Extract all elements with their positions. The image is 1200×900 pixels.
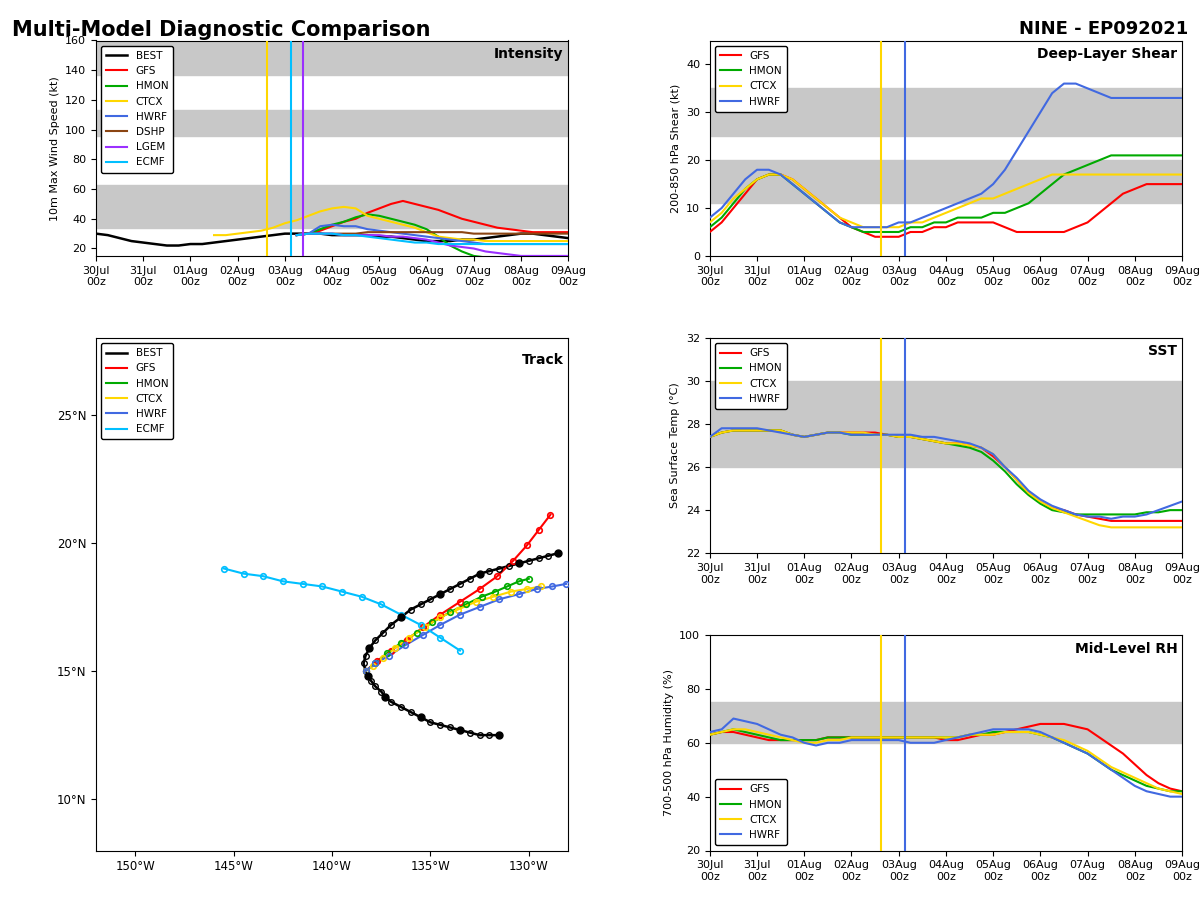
Text: Deep-Layer Shear: Deep-Layer Shear: [1037, 47, 1177, 61]
Y-axis label: 10m Max Wind Speed (kt): 10m Max Wind Speed (kt): [49, 76, 60, 220]
Bar: [710, 702, 1182, 742]
Legend: GFS, HMON, CTCX, HWRF: GFS, HMON, CTCX, HWRF: [715, 343, 787, 409]
Bar: [710, 160, 1182, 203]
Text: Track: Track: [522, 353, 564, 367]
Y-axis label: 200-850 hPa Shear (kt): 200-850 hPa Shear (kt): [671, 84, 680, 212]
Legend: GFS, HMON, CTCX, HWRF: GFS, HMON, CTCX, HWRF: [715, 46, 787, 112]
Bar: [96, 184, 568, 228]
Y-axis label: Sea Surface Temp (°C): Sea Surface Temp (°C): [671, 382, 680, 508]
Text: SST: SST: [1148, 344, 1177, 358]
Text: NINE - EP092021: NINE - EP092021: [1019, 20, 1188, 38]
Legend: GFS, HMON, CTCX, HWRF: GFS, HMON, CTCX, HWRF: [715, 779, 787, 845]
Y-axis label: 700-500 hPa Humidity (%): 700-500 hPa Humidity (%): [664, 670, 673, 816]
Text: CIRA: CIRA: [35, 868, 67, 880]
Bar: [96, 111, 568, 136]
Legend: BEST, GFS, HMON, CTCX, HWRF, ECMF: BEST, GFS, HMON, CTCX, HWRF, ECMF: [101, 343, 174, 439]
Text: Mid-Level RH: Mid-Level RH: [1074, 642, 1177, 655]
Bar: [710, 88, 1182, 136]
Bar: [710, 381, 1182, 467]
Bar: [96, 40, 568, 75]
Text: Intensity: Intensity: [494, 47, 564, 61]
Legend: BEST, GFS, HMON, CTCX, HWRF, DSHP, LGEM, ECMF: BEST, GFS, HMON, CTCX, HWRF, DSHP, LGEM,…: [101, 46, 174, 173]
Text: Multi-Model Diagnostic Comparison: Multi-Model Diagnostic Comparison: [12, 20, 431, 40]
